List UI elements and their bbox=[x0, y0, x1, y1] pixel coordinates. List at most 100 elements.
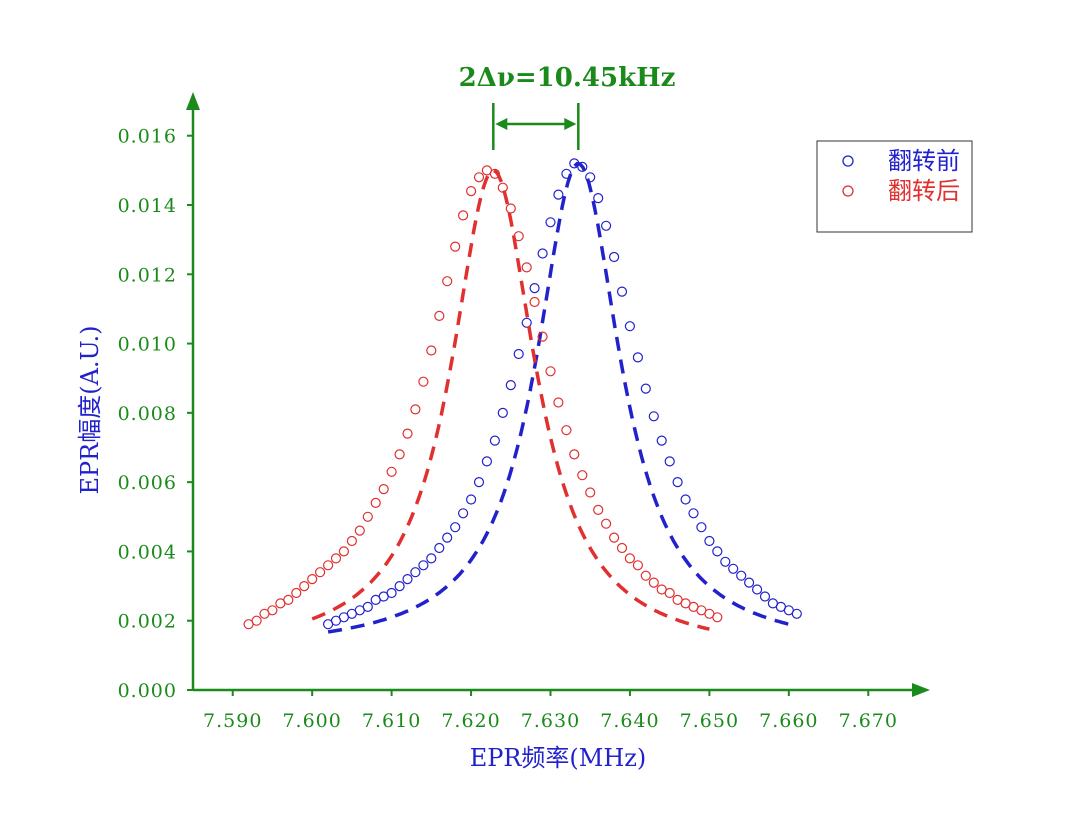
data-point-series-1 bbox=[505, 203, 516, 214]
data-point-series-0 bbox=[553, 189, 564, 200]
data-point-series-0 bbox=[791, 608, 802, 619]
data-point-series-0 bbox=[450, 522, 461, 533]
data-point-series-1 bbox=[712, 612, 723, 623]
data-point-series-1 bbox=[577, 470, 588, 481]
data-point-series-1 bbox=[593, 504, 604, 515]
x-tick-label: 7.610 bbox=[362, 710, 421, 732]
data-point-series-1 bbox=[489, 168, 500, 179]
data-point-series-1 bbox=[394, 449, 405, 460]
data-point-series-1 bbox=[450, 241, 461, 252]
series-layer bbox=[243, 158, 802, 634]
data-point-series-1 bbox=[346, 535, 357, 547]
data-point-series-0 bbox=[410, 567, 421, 578]
data-point-series-0 bbox=[728, 563, 739, 574]
x-tick-label: 7.650 bbox=[680, 710, 739, 732]
data-point-series-0 bbox=[759, 591, 771, 602]
data-point-series-1 bbox=[362, 511, 373, 522]
data-point-series-0 bbox=[720, 556, 731, 567]
data-point-series-1 bbox=[307, 573, 318, 585]
data-point-series-0 bbox=[489, 435, 500, 446]
x-tick-label: 7.620 bbox=[441, 710, 500, 732]
data-point-series-0 bbox=[736, 570, 747, 581]
data-point-series-0 bbox=[473, 477, 485, 488]
data-point-series-1 bbox=[616, 542, 628, 554]
x-tick-label: 7.660 bbox=[759, 710, 818, 732]
data-point-series-1 bbox=[323, 560, 334, 571]
data-point-series-1 bbox=[291, 587, 302, 599]
data-point-series-1 bbox=[354, 525, 365, 536]
data-point-series-0 bbox=[751, 584, 763, 595]
data-point-series-1 bbox=[608, 532, 620, 543]
data-point-series-1 bbox=[283, 594, 294, 606]
data-point-series-0 bbox=[505, 380, 516, 391]
data-point-series-0 bbox=[632, 352, 644, 363]
data-point-series-1 bbox=[640, 570, 651, 581]
data-point-series-0 bbox=[624, 321, 636, 332]
data-point-series-1 bbox=[386, 466, 397, 477]
data-point-series-0 bbox=[545, 217, 556, 228]
data-point-series-0 bbox=[402, 573, 413, 585]
data-point-series-0 bbox=[704, 535, 715, 547]
data-point-series-0 bbox=[537, 248, 548, 259]
data-point-series-0 bbox=[458, 508, 469, 519]
y-axis-arrow bbox=[186, 92, 200, 110]
data-point-series-0 bbox=[521, 317, 532, 328]
data-point-series-1 bbox=[569, 449, 580, 460]
legend-label-after: 翻转后 bbox=[888, 177, 960, 205]
x-tick-label: 7.640 bbox=[600, 710, 659, 732]
data-point-series-0 bbox=[672, 477, 683, 488]
data-point-series-0 bbox=[386, 587, 397, 599]
annotation-layer: 2Δν=10.45kHz bbox=[459, 63, 676, 150]
y-axis-title: EPR幅度(A.U.) bbox=[76, 325, 104, 494]
data-point-series-0 bbox=[442, 532, 453, 543]
data-point-series-0 bbox=[529, 283, 540, 294]
data-point-series-0 bbox=[600, 220, 612, 231]
data-point-series-0 bbox=[743, 577, 755, 588]
data-point-series-1 bbox=[299, 580, 310, 592]
data-point-series-0 bbox=[616, 286, 628, 297]
data-point-series-1 bbox=[458, 210, 469, 221]
data-point-series-0 bbox=[680, 494, 691, 505]
y-tick-label: 0.000 bbox=[118, 680, 177, 702]
y-tick-label: 0.016 bbox=[118, 126, 177, 148]
data-point-series-0 bbox=[394, 580, 405, 592]
data-point-series-0 bbox=[648, 411, 659, 422]
data-point-series-1 bbox=[513, 231, 524, 242]
data-point-series-1 bbox=[664, 587, 675, 599]
data-point-series-1 bbox=[553, 397, 564, 408]
data-point-series-0 bbox=[577, 161, 588, 172]
data-point-series-1 bbox=[473, 172, 485, 183]
data-point-series-0 bbox=[593, 193, 604, 204]
data-point-series-1 bbox=[497, 182, 508, 193]
data-point-series-1 bbox=[410, 404, 421, 415]
legend-label-before: 翻转前 bbox=[888, 147, 960, 175]
data-point-series-1 bbox=[426, 345, 437, 356]
annotation-arrow-left-head bbox=[495, 118, 508, 130]
data-point-series-1 bbox=[370, 497, 381, 508]
y-tick-label: 0.004 bbox=[118, 541, 177, 563]
y-tick-label: 0.008 bbox=[118, 403, 177, 425]
data-point-series-1 bbox=[330, 553, 342, 564]
y-tick-label: 0.014 bbox=[118, 195, 177, 217]
data-point-series-0 bbox=[561, 168, 572, 179]
linewidth-annotation: 2Δν=10.45kHz bbox=[459, 63, 676, 93]
x-tick-label: 7.670 bbox=[839, 710, 898, 732]
y-tick-label: 0.002 bbox=[118, 611, 177, 633]
data-point-series-1 bbox=[378, 484, 389, 495]
data-point-series-0 bbox=[712, 546, 723, 557]
data-point-series-1 bbox=[251, 615, 262, 626]
data-point-series-0 bbox=[362, 601, 373, 613]
data-point-series-0 bbox=[513, 348, 524, 360]
data-point-series-0 bbox=[497, 407, 508, 418]
data-point-series-0 bbox=[688, 508, 699, 519]
fit-line-series-0 bbox=[327, 161, 798, 634]
data-point-series-1 bbox=[529, 296, 540, 308]
data-point-series-0 bbox=[466, 494, 477, 505]
x-axis-arrow bbox=[912, 683, 930, 697]
x-axis-title: EPR频率(MHz) bbox=[470, 744, 647, 772]
x-tick-label: 7.590 bbox=[203, 710, 262, 732]
data-point-series-0 bbox=[585, 172, 596, 183]
data-point-series-1 bbox=[648, 577, 659, 588]
